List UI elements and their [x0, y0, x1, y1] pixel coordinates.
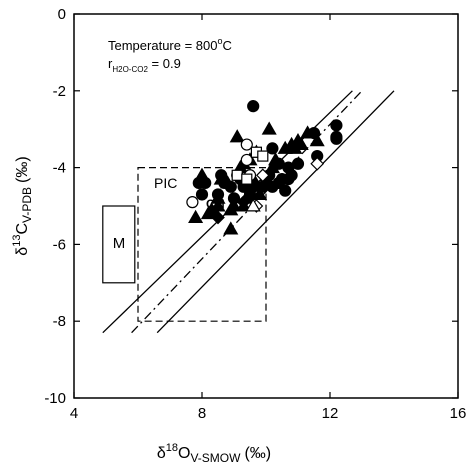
filled-triangle-marker	[229, 129, 245, 143]
filled-circle-marker	[195, 188, 209, 201]
open-square-marker	[241, 173, 253, 185]
filled-circle-marker	[279, 184, 292, 197]
open-square-marker	[231, 169, 243, 181]
y-tick-label: -6	[53, 236, 66, 253]
y-tick-label: -4	[53, 160, 66, 177]
filled-triangle-marker	[188, 209, 204, 223]
x-tick-label: 4	[70, 405, 78, 422]
ratio-annotation: rH2O-CO2 = 0.9	[108, 56, 181, 74]
plot-frame	[73, 13, 459, 399]
open-square-marker	[257, 150, 269, 162]
filled-triangle-marker	[252, 186, 268, 200]
pic-label: PIC	[154, 175, 177, 191]
open-diamond-marker	[310, 156, 325, 171]
temperature-annotation: Temperature = 800oC	[108, 36, 232, 53]
y-axis-label: δ13CV-PDB(‰)	[11, 156, 34, 255]
y-tick-label: -2	[53, 83, 66, 100]
model-line-2	[131, 90, 363, 334]
open-triangle-marker	[245, 198, 261, 212]
filled-circle-marker	[266, 142, 279, 155]
filled-triangle-marker	[264, 159, 280, 174]
axis-ticks: 4 8 12 16 0 -2 -4 -6 -8 -10	[44, 6, 466, 422]
filled-triangle-marker	[309, 133, 325, 147]
open-circle-marker	[186, 196, 199, 209]
filled-triangle-marker	[226, 198, 242, 212]
filled-diamond-marker	[236, 195, 251, 210]
filled-triangle-marker	[300, 125, 316, 139]
regions	[102, 167, 267, 322]
y-tick-label: -8	[53, 313, 66, 330]
x-tick-label: 8	[198, 405, 206, 422]
open-circle-marker	[240, 153, 253, 167]
filled-diamond-marker	[211, 210, 225, 225]
m-label: M	[113, 235, 126, 252]
x-axis-label: δ18OV-SMOW (‰)	[157, 442, 271, 465]
filled-circle-marker	[291, 157, 305, 170]
x-tick-label: 12	[322, 405, 339, 422]
open-diamond-marker	[255, 168, 270, 183]
y-tick-label: -10	[44, 390, 66, 407]
region-pic	[137, 167, 267, 322]
open-circle-marker	[240, 138, 253, 151]
filled-triangle-marker	[220, 175, 236, 189]
filled-triangle-marker	[194, 167, 210, 181]
filled-triangle-marker	[261, 121, 277, 135]
filled-triangle-marker	[268, 152, 284, 166]
filled-circle-marker	[330, 132, 343, 145]
filled-triangle-marker	[287, 140, 303, 154]
filled-circle-marker	[285, 169, 298, 182]
cm-label: CM	[206, 197, 225, 211]
filled-triangle-marker	[277, 140, 293, 154]
model-line-3	[156, 90, 395, 334]
data-points	[186, 100, 343, 235]
filled-triangle-marker	[223, 221, 239, 235]
model-lines	[102, 90, 395, 334]
filled-circle-marker	[330, 119, 343, 132]
y-tick-label: 0	[58, 6, 66, 23]
x-tick-label: 16	[450, 405, 467, 422]
filled-circle-marker	[247, 100, 260, 113]
region-m	[102, 205, 136, 284]
